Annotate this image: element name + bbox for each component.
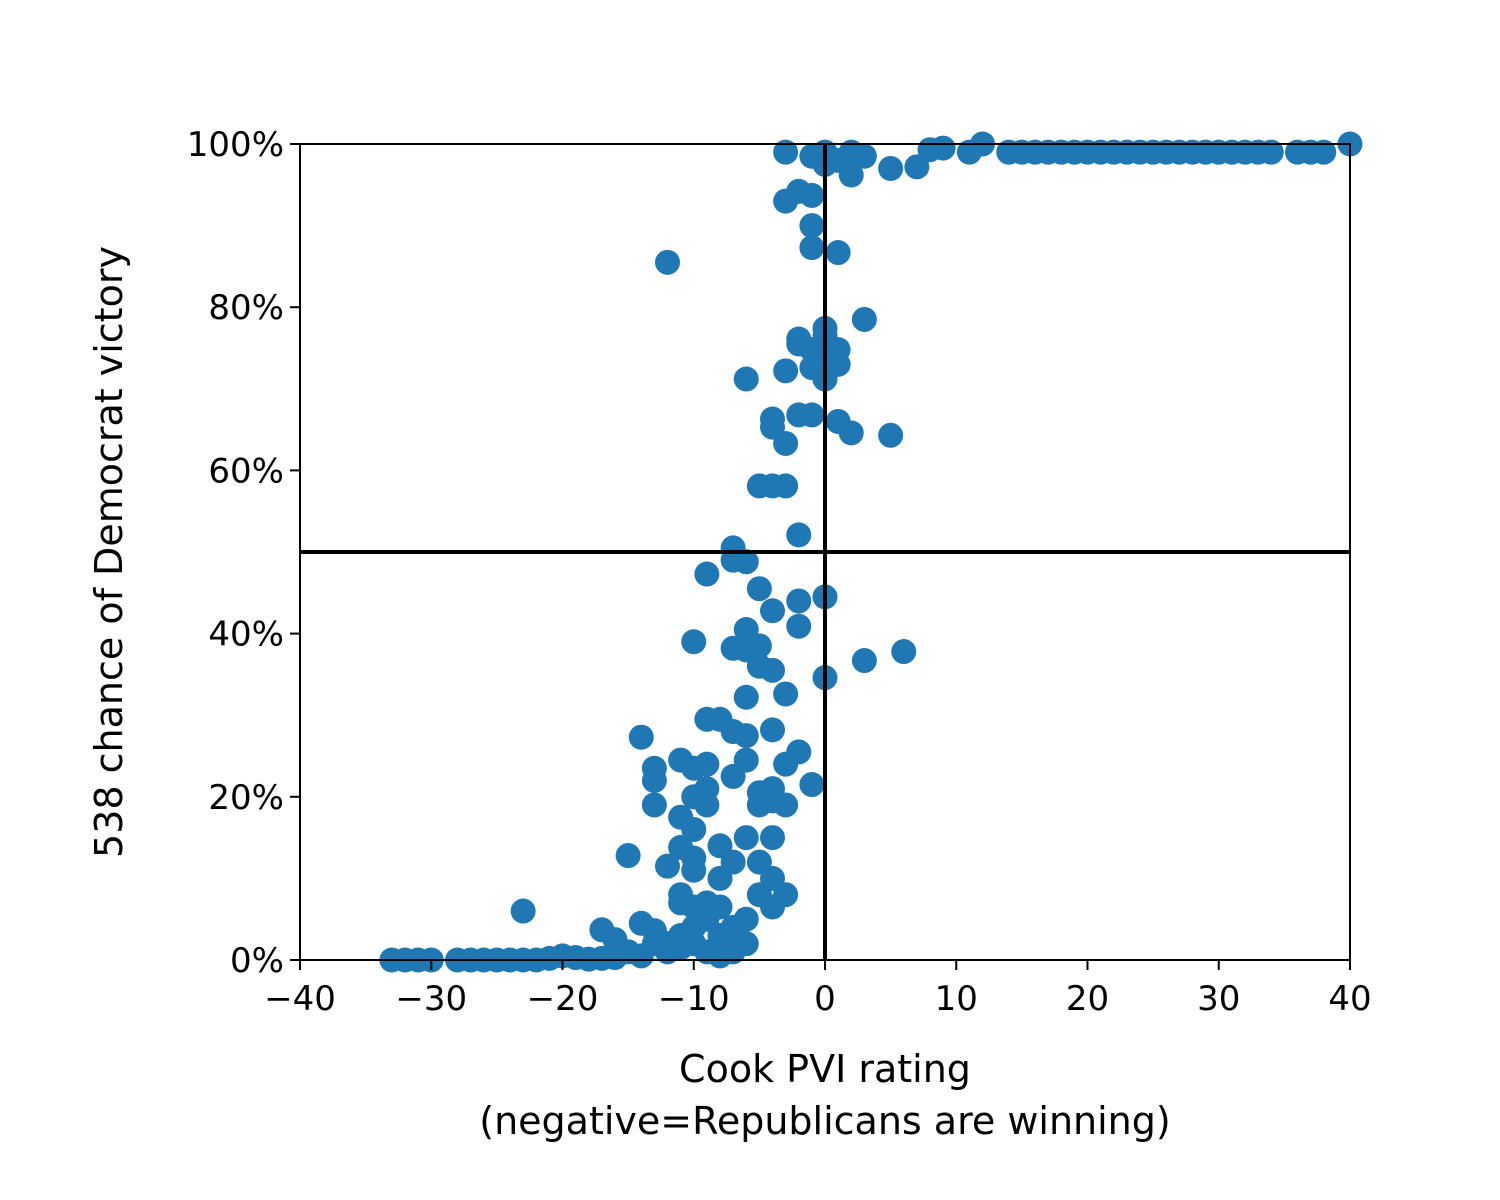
y-tick-label: 100% xyxy=(187,125,284,165)
data-point-135 xyxy=(825,240,851,266)
data-point-140 xyxy=(773,139,799,165)
data-point-62 xyxy=(681,816,707,842)
data-point-86 xyxy=(760,717,785,743)
x-tick-label: −40 xyxy=(264,979,336,1019)
data-point-174 xyxy=(1258,139,1284,165)
data-point-64 xyxy=(694,776,720,802)
data-point-103 xyxy=(786,613,812,639)
data-point-147 xyxy=(851,143,877,169)
x-tick-label: −10 xyxy=(658,979,730,1019)
data-point-134 xyxy=(799,235,825,261)
data-point-84 xyxy=(786,739,812,765)
y-axis-ticks: 0% 20% 40% 60% 80% 100% xyxy=(187,125,300,981)
data-point-139 xyxy=(799,182,825,208)
data-point-59 xyxy=(773,882,799,908)
data-point-120 xyxy=(733,366,759,392)
data-point-136 xyxy=(799,213,825,239)
data-point-82 xyxy=(773,792,799,818)
data-point-145 xyxy=(838,162,864,188)
data-point-107 xyxy=(891,639,917,665)
data-point-88 xyxy=(733,684,759,710)
data-point-76 xyxy=(733,747,759,773)
data-point-148 xyxy=(878,155,904,181)
y-tick-label: 40% xyxy=(208,615,284,655)
y-tick-label: 20% xyxy=(208,778,284,818)
data-point-40 xyxy=(655,853,680,879)
data-point-114 xyxy=(773,430,799,456)
data-point-177 xyxy=(1311,139,1337,165)
data-point-95 xyxy=(760,598,785,624)
data-point-71 xyxy=(694,751,720,777)
x-tick-label: 30 xyxy=(1197,979,1240,1019)
data-point-98 xyxy=(694,561,720,587)
data-point-133 xyxy=(655,249,680,275)
data-point-39 xyxy=(615,843,641,869)
data-point-97 xyxy=(746,576,772,602)
data-point-29 xyxy=(602,927,628,953)
data-point-102 xyxy=(786,588,812,614)
x-tick-label: 0 xyxy=(814,979,836,1019)
data-point-118 xyxy=(838,420,864,446)
x-tick-label: 10 xyxy=(935,979,978,1019)
data-point-67 xyxy=(641,755,667,781)
x-tick-label: −20 xyxy=(527,979,599,1019)
data-point-132 xyxy=(851,306,877,332)
data-point-68 xyxy=(628,724,654,750)
y-axis-label: 538 chance of Democrat victory xyxy=(87,246,131,858)
data-point-151 xyxy=(930,135,956,161)
data-point-85 xyxy=(799,772,825,798)
data-point-27 xyxy=(510,898,536,924)
x-axis-label-line-1: Cook PVI rating xyxy=(679,1047,971,1091)
x-axis-ticks: −40 −30 −20 −10 0 10 20 30 40 xyxy=(264,960,1372,1019)
x-tick-label: 40 xyxy=(1328,979,1371,1019)
data-point-58 xyxy=(760,825,785,851)
data-point-46 xyxy=(681,845,707,871)
x-tick-label: −30 xyxy=(395,979,467,1019)
y-tick-label: 60% xyxy=(208,451,284,491)
data-points xyxy=(379,131,1363,973)
data-point-119 xyxy=(878,422,904,448)
data-point-116 xyxy=(799,402,825,428)
data-point-108 xyxy=(786,522,812,548)
x-axis-label-line-2: (negative=Republicans are winning) xyxy=(479,1099,1170,1143)
data-point-101 xyxy=(733,549,759,575)
data-point-121 xyxy=(773,358,799,384)
data-point-52 xyxy=(720,849,746,875)
data-point-53 xyxy=(733,825,759,851)
y-tick-label: 80% xyxy=(208,288,284,328)
data-point-87 xyxy=(773,681,799,707)
x-tick-label: 20 xyxy=(1066,979,1109,1019)
data-point-111 xyxy=(773,473,799,499)
data-point-106 xyxy=(851,648,877,674)
data-point-38 xyxy=(733,906,759,932)
data-point-96 xyxy=(681,629,707,655)
data-point-77 xyxy=(733,723,759,749)
data-point-94 xyxy=(760,657,785,683)
data-point-49 xyxy=(707,894,733,920)
data-point-149 xyxy=(904,154,930,180)
data-point-131 xyxy=(825,351,851,377)
y-tick-label: 0% xyxy=(230,941,284,981)
data-point-65 xyxy=(641,792,667,818)
data-point-92 xyxy=(733,617,759,643)
